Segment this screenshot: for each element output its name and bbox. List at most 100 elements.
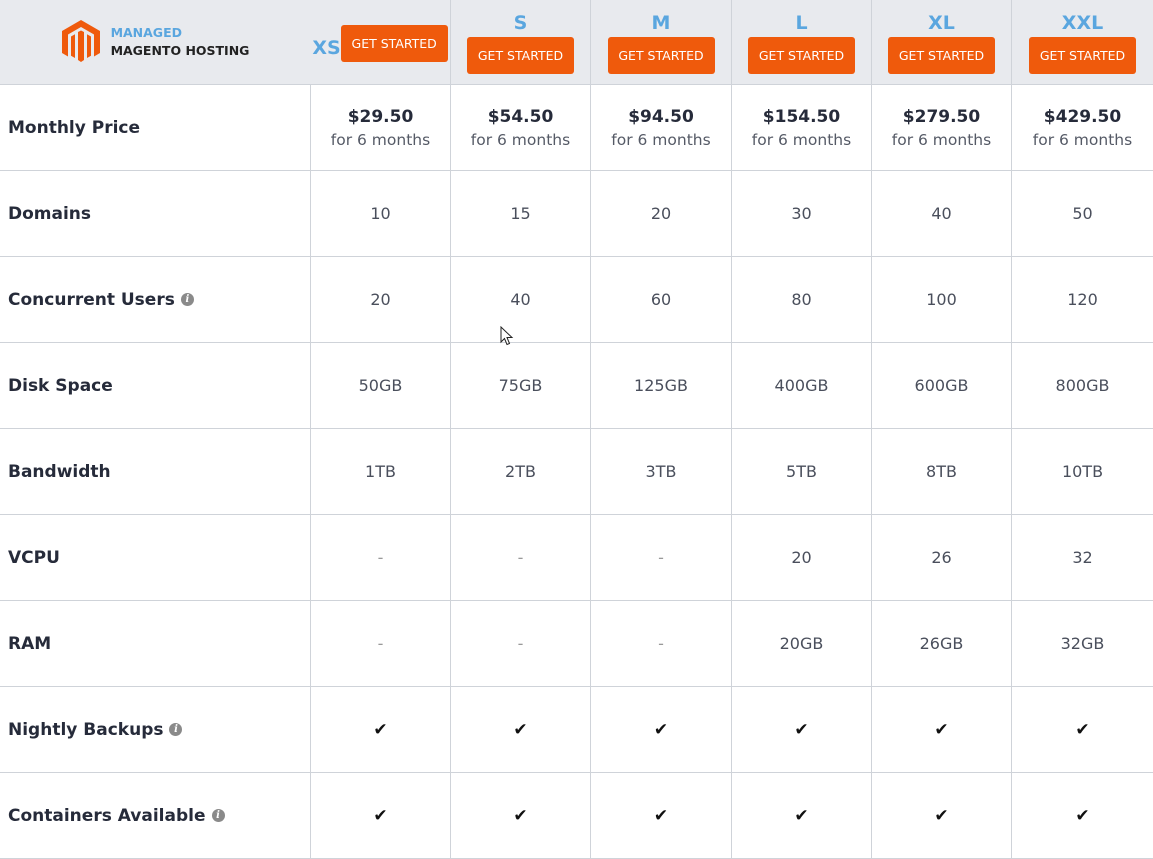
price-cell: $29.50 for 6 months [310,85,450,170]
price-value: $94.50 [628,106,694,127]
value-cell-wrap: 50 [1011,171,1153,256]
value-cell-wrap: 32GB [1011,601,1153,686]
value-cell: 10TB [1061,462,1104,481]
value-cell-wrap: 30 [731,171,871,256]
checkmark-icon: ✔ [373,805,388,826]
price-term: for 6 months [330,130,431,149]
value-cell: 20 [791,548,812,567]
row-label-cell: RAM [0,601,310,686]
value-cell: 15 [510,204,531,223]
value-cell: 125GB [634,376,688,395]
value-cell-wrap: 60 [590,257,731,342]
value-cell-wrap: 80 [731,257,871,342]
value-cell-wrap: ✔ [310,773,450,858]
value-cell-wrap: - [590,515,731,600]
value-cell: - [517,634,524,653]
price-term: for 6 months [751,130,852,149]
info-icon[interactable]: i [180,293,194,306]
checkmark-icon: ✔ [934,719,949,740]
row-label: Containers Available [8,805,206,826]
value-cell: 40 [510,290,531,309]
value-cell-wrap: - [310,601,450,686]
value-cell: 20 [650,204,672,223]
plan-header-xxl: XXL GET STARTED [1011,0,1153,84]
price-value: $154.50 [762,106,841,127]
plan-name: M [651,12,671,34]
plan-header-m: M GET STARTED [590,0,731,84]
get-started-button[interactable]: GET STARTED [340,24,448,62]
get-started-button[interactable]: GET STARTED [467,37,574,74]
value-cell: - [517,548,524,567]
value-cell-wrap: ✔ [871,773,1011,858]
price-cell: $94.50 for 6 months [590,85,731,170]
value-cell: 50 [1072,204,1093,223]
mouse-cursor-icon [500,326,514,346]
row-bandwidth: Bandwidth 1TB 2TB 3TB 5TB 8TB 10TB [0,429,1153,515]
row-vcpu: VCPU - - - 20 26 32 [0,515,1153,601]
row-label-cell: Domains [0,171,310,256]
price-cell: $154.50 for 6 months [731,85,871,170]
checkmark-icon: ✔ [1075,719,1090,740]
value-cell: 20 [370,290,391,309]
get-started-button[interactable]: GET STARTED [888,37,995,74]
row-label-cell: Concurrent Users i [0,257,310,342]
value-cell: 120 [1067,290,1098,309]
value-cell-wrap: ✔ [871,687,1011,772]
value-cell-wrap: 20GB [731,601,871,686]
value-cell: 1TB [365,462,396,481]
plan-name: XS [312,36,341,59]
value-cell-wrap: ✔ [450,773,590,858]
price-value: $29.50 [347,106,414,127]
get-started-button[interactable]: GET STARTED [748,37,855,74]
value-cell-wrap: 40 [871,171,1011,256]
value-cell-wrap: 3TB [590,429,731,514]
value-cell-wrap: 26GB [871,601,1011,686]
price-term: for 6 months [1032,130,1133,149]
brand-line1: MANAGED [110,25,182,40]
row-label: Monthly Price [8,117,141,138]
value-cell-wrap: ✔ [450,687,590,772]
value-cell: 8TB [926,462,957,481]
value-cell-wrap: - [310,515,450,600]
value-cell-wrap: 8TB [871,429,1011,514]
checkmark-icon: ✔ [1075,805,1090,826]
row-label-cell: Nightly Backups i [0,687,310,772]
checkmark-icon: ✔ [794,719,809,740]
price-cell: $429.50 for 6 months [1011,85,1153,170]
value-cell: 800GB [1055,376,1110,395]
value-cell-wrap: 120 [1011,257,1153,342]
get-started-button[interactable]: GET STARTED [607,37,715,74]
value-cell: 400GB [774,376,829,395]
value-cell: 20GB [779,634,824,653]
value-cell-wrap: 10 [310,171,450,256]
plan-header-xl: XL GET STARTED [871,0,1011,84]
value-cell-wrap: ✔ [1011,773,1153,858]
value-cell-wrap: 15 [450,171,590,256]
value-cell-wrap: 10TB [1011,429,1153,514]
checkmark-icon: ✔ [794,805,809,826]
value-cell-wrap: 125GB [590,343,731,428]
brand-logo: MANAGED MAGENTO HOSTING [0,0,310,84]
row-label-cell: Disk Space [0,343,310,428]
row-label: RAM [8,633,52,654]
brand-line2: MAGENTO HOSTING [110,43,250,58]
row-concurrent-users: Concurrent Users i 20 40 60 80 100 120 [0,257,1153,343]
info-icon[interactable]: i [211,809,225,822]
row-nightly-backups: Nightly Backups i ✔ ✔ ✔ ✔ ✔ ✔ [0,687,1153,773]
price-cell: $279.50 for 6 months [871,85,1011,170]
value-cell: 75GB [498,376,543,395]
checkmark-icon: ✔ [934,805,949,826]
row-label-cell: Containers Available i [0,773,310,858]
value-cell: 32 [1072,548,1093,567]
value-cell-wrap: 600GB [871,343,1011,428]
info-icon[interactable]: i [169,723,183,736]
value-cell: 600GB [914,376,969,395]
plan-name: S [513,12,528,34]
get-started-button[interactable]: GET STARTED [1029,37,1136,74]
checkmark-icon: ✔ [653,805,669,826]
row-label-cell: VCPU [0,515,310,600]
table-header: MANAGED MAGENTO HOSTING XS GET STARTED S… [0,0,1153,85]
price-term: for 6 months [891,130,992,149]
value-cell-wrap: - [590,601,731,686]
row-label: Disk Space [8,375,113,396]
